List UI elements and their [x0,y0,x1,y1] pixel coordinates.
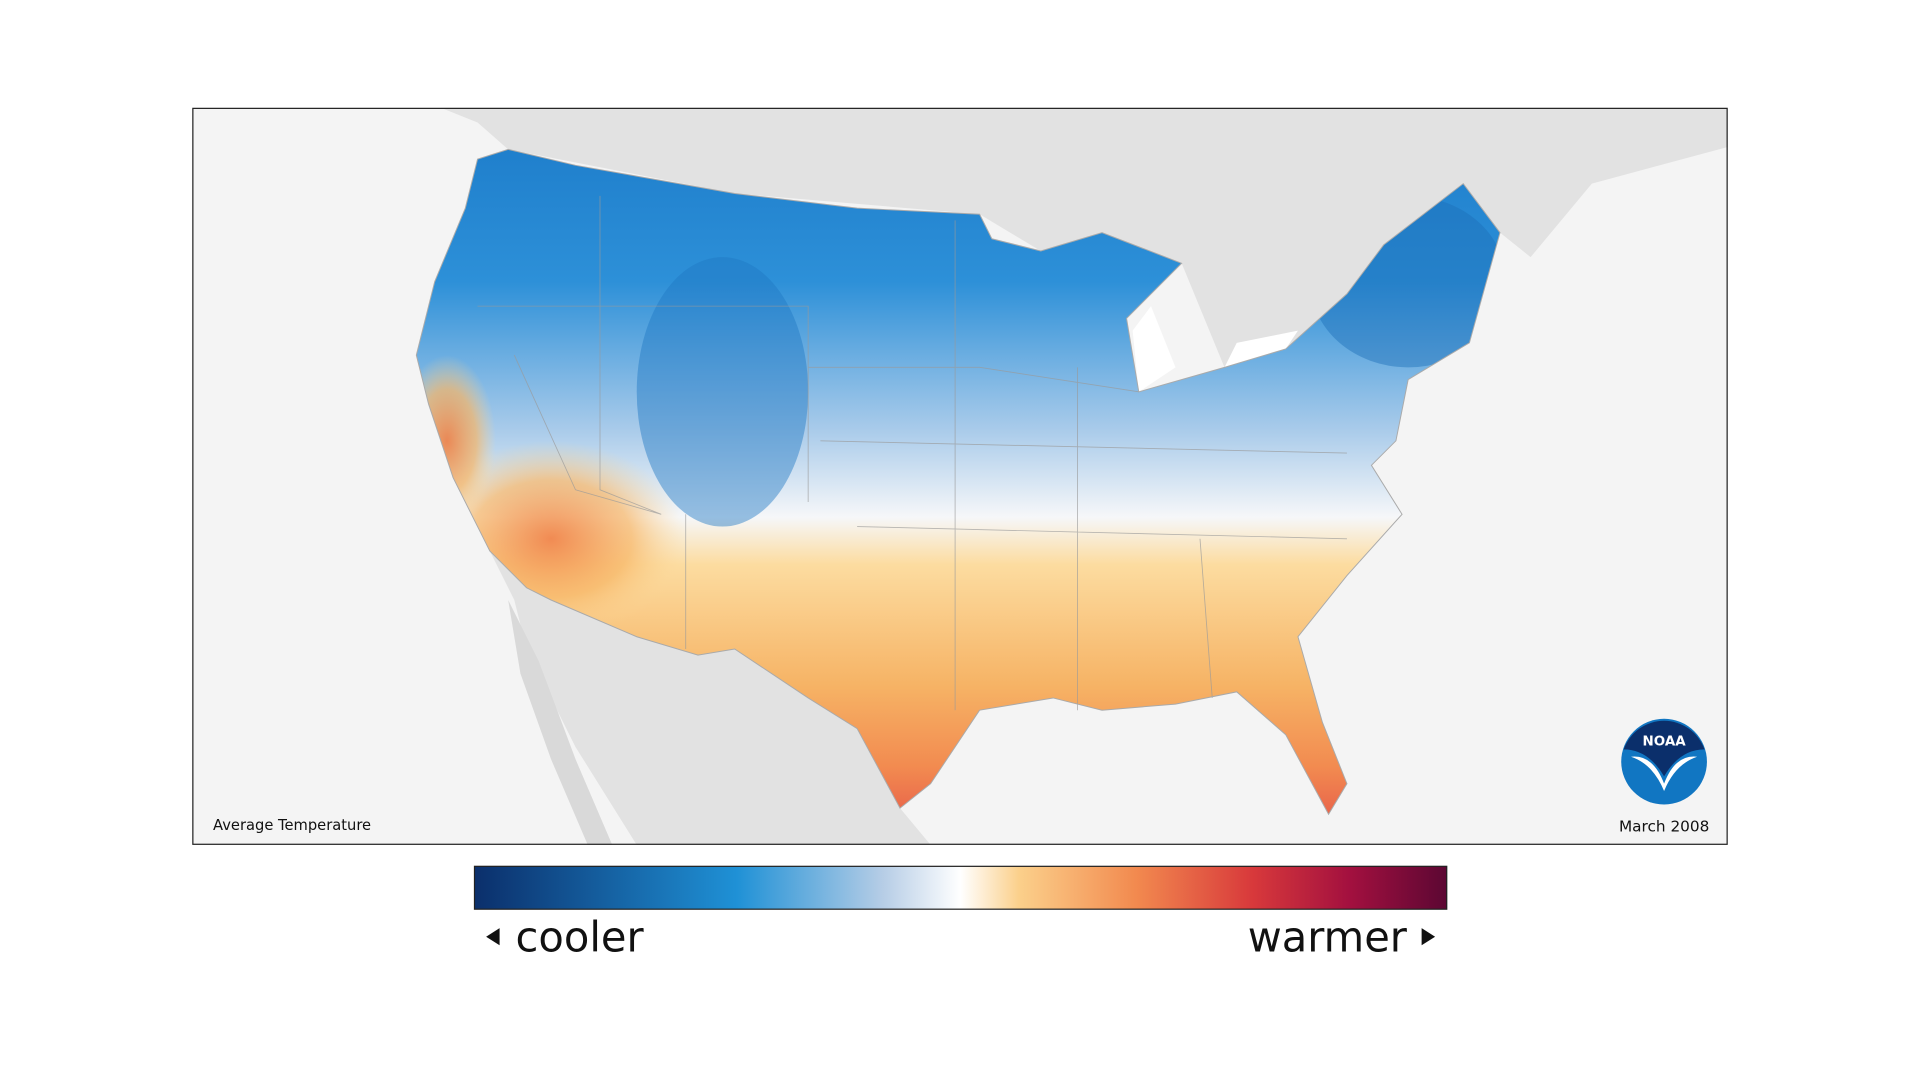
map-frame [192,107,1728,845]
map-title: Average Temperature [213,817,371,834]
rockies-cold [636,257,809,527]
baja [508,600,613,845]
legend-high-label: warmer [1248,912,1408,961]
legend-arrow-left [486,928,500,946]
legend-arrow-right [1421,928,1436,946]
legend: cooler warmer [473,865,1448,961]
legend-low-label: cooler [516,912,645,961]
map-date: March 2008 [1619,817,1709,835]
legend-colorbar [473,865,1448,910]
map-area [192,107,1728,845]
logo-bird [1631,756,1698,792]
logo-text: NOAA [1642,735,1686,750]
logo-top [1623,720,1705,777]
noaa-logo: NOAA [1621,718,1707,805]
state-borders [477,195,1347,711]
borders [477,195,1347,711]
mexico [489,551,931,845]
